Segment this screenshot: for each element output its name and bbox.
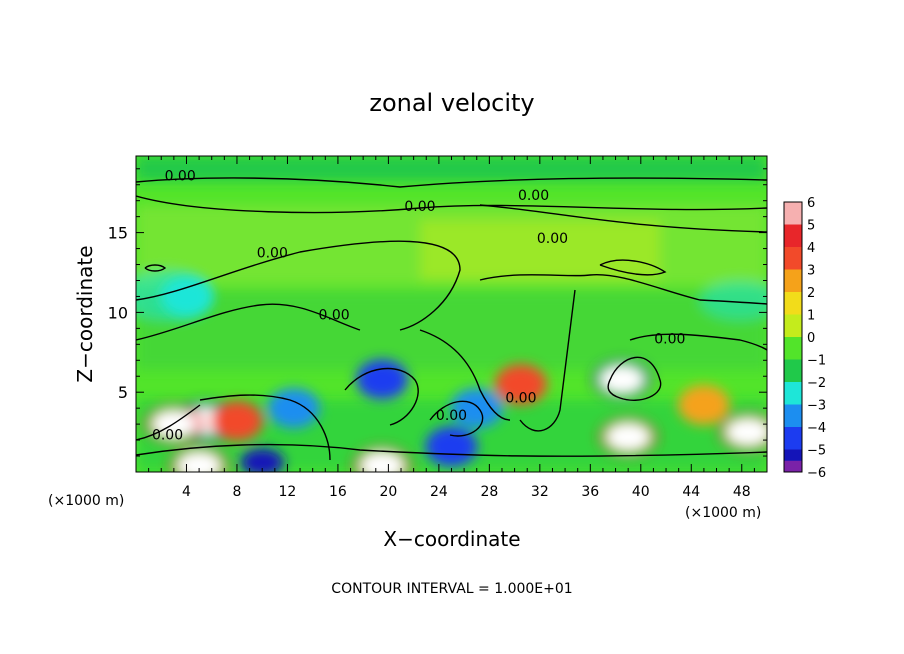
field-feature xyxy=(160,276,213,317)
x-unit-label-right: (×1000 m) xyxy=(685,505,761,521)
x-axis-label: X−coordinate xyxy=(383,527,520,551)
contour-interval-note: CONTOUR INTERVAL = 1.000E+01 xyxy=(331,581,572,597)
field-feature xyxy=(177,451,222,472)
contour-labels: 0.00 0.00 0.00 0.00 0.00 0.00 0.00 0.00 0.00 0.00 xyxy=(152,169,685,444)
chart-title: zonal velocity xyxy=(369,89,534,117)
colorbar-swatch xyxy=(784,382,802,405)
x-tick-label: 24 xyxy=(430,484,448,500)
colorbar-swatch xyxy=(784,314,802,338)
contour-line xyxy=(599,259,667,276)
contour-label: 0.00 xyxy=(257,245,288,261)
colorbar-label: 1 xyxy=(807,309,815,324)
plot-area xyxy=(136,156,767,472)
field-feature xyxy=(606,422,651,451)
colorbar-swatch xyxy=(784,359,802,383)
contour-line xyxy=(344,367,419,426)
x-tick-label: 28 xyxy=(480,484,498,500)
contour-line xyxy=(136,303,361,341)
field-feature xyxy=(494,364,547,405)
x-tick-label: 4 xyxy=(182,484,191,500)
contour-line xyxy=(136,404,201,441)
x-tick-label: 12 xyxy=(279,484,297,500)
colorbar-swatch xyxy=(784,460,802,472)
colorbar-swatch xyxy=(784,202,802,225)
colorbar-label: 4 xyxy=(807,241,815,256)
field-feature xyxy=(240,448,285,472)
colorbar-label: −3 xyxy=(807,399,826,414)
colorbar-swatch xyxy=(784,404,802,428)
x-tick-label: 32 xyxy=(531,484,549,500)
y-tick-label: 5 xyxy=(118,383,128,402)
x-tick-label: 36 xyxy=(581,484,599,500)
field-feature xyxy=(599,365,644,394)
colorbar-swatch xyxy=(784,269,802,293)
contour-line xyxy=(629,333,767,351)
y-tick-label: 15 xyxy=(108,224,128,243)
colorbar-swatch xyxy=(784,292,802,315)
colorbar-label: −1 xyxy=(807,354,826,369)
colorbar: 6 5 4 3 2 1 0 −1 −2 −3 −4 −5 −6 xyxy=(783,196,826,481)
colorbar-label: −2 xyxy=(807,376,826,391)
contour-line xyxy=(479,273,767,305)
zero-contours xyxy=(136,177,767,461)
y-axis-label: Z−coordinate xyxy=(73,245,97,382)
colorbar-label: 5 xyxy=(807,219,815,234)
colorbar-label: 6 xyxy=(807,196,815,211)
colorbar-swatch xyxy=(784,247,802,270)
contour-line xyxy=(607,356,662,401)
field-feature xyxy=(425,426,478,467)
contour-label: 0.00 xyxy=(165,169,196,185)
x-tick-label: 40 xyxy=(632,484,650,500)
contour-label: 0.00 xyxy=(518,188,549,204)
contour-line xyxy=(144,264,167,272)
colorbar-label: −5 xyxy=(807,444,826,459)
y-axis-ticks: 5 10 15 xyxy=(108,168,767,457)
contour-line xyxy=(519,289,576,432)
x-tick-label: 16 xyxy=(329,484,347,500)
x-tick-label: 8 xyxy=(232,484,241,500)
colorbar-frame xyxy=(783,201,803,473)
contour-line xyxy=(479,204,767,233)
colorbar-label: 0 xyxy=(807,331,815,346)
x-tick-label: 44 xyxy=(682,484,700,500)
x-tick-label: 48 xyxy=(733,484,751,500)
contour-line xyxy=(199,394,331,461)
field-feature xyxy=(210,400,263,441)
field-feature xyxy=(726,418,767,447)
contour-label: 0.00 xyxy=(319,308,350,324)
field-feature xyxy=(450,388,503,429)
contour-line xyxy=(136,177,767,188)
contour-line xyxy=(136,443,767,457)
contour-label: 0.00 xyxy=(152,427,183,443)
contour-line xyxy=(419,329,511,421)
field-features xyxy=(143,276,767,472)
field-feature xyxy=(356,359,409,400)
contour-label: 0.00 xyxy=(404,199,435,215)
field-feature xyxy=(267,388,320,429)
contour-line xyxy=(136,240,461,331)
contour-line xyxy=(429,400,484,437)
colorbar-label: −4 xyxy=(807,421,826,436)
contour-label: 0.00 xyxy=(537,231,568,247)
y-tick-label: 10 xyxy=(108,303,128,322)
colorbar-label: −6 xyxy=(807,466,826,481)
contour-label: 0.00 xyxy=(654,332,685,348)
colorbar-swatch xyxy=(784,224,802,248)
x-unit-label-left: (×1000 m) xyxy=(48,493,124,509)
x-axis-ticks: 4 8 12 16 20 24 28 32 36 40 44 48 xyxy=(148,156,755,500)
colorbar-label: 3 xyxy=(807,264,815,279)
contour-line xyxy=(136,195,767,214)
field-feature xyxy=(677,384,730,425)
x-tick-label: 20 xyxy=(379,484,397,500)
colorbar-swatch xyxy=(784,337,802,360)
colorbar-swatch xyxy=(784,427,802,450)
contour-label: 0.00 xyxy=(505,391,536,407)
field-feature xyxy=(360,451,405,472)
colorbar-label: 2 xyxy=(807,286,815,301)
contour-label: 0.00 xyxy=(436,408,467,424)
